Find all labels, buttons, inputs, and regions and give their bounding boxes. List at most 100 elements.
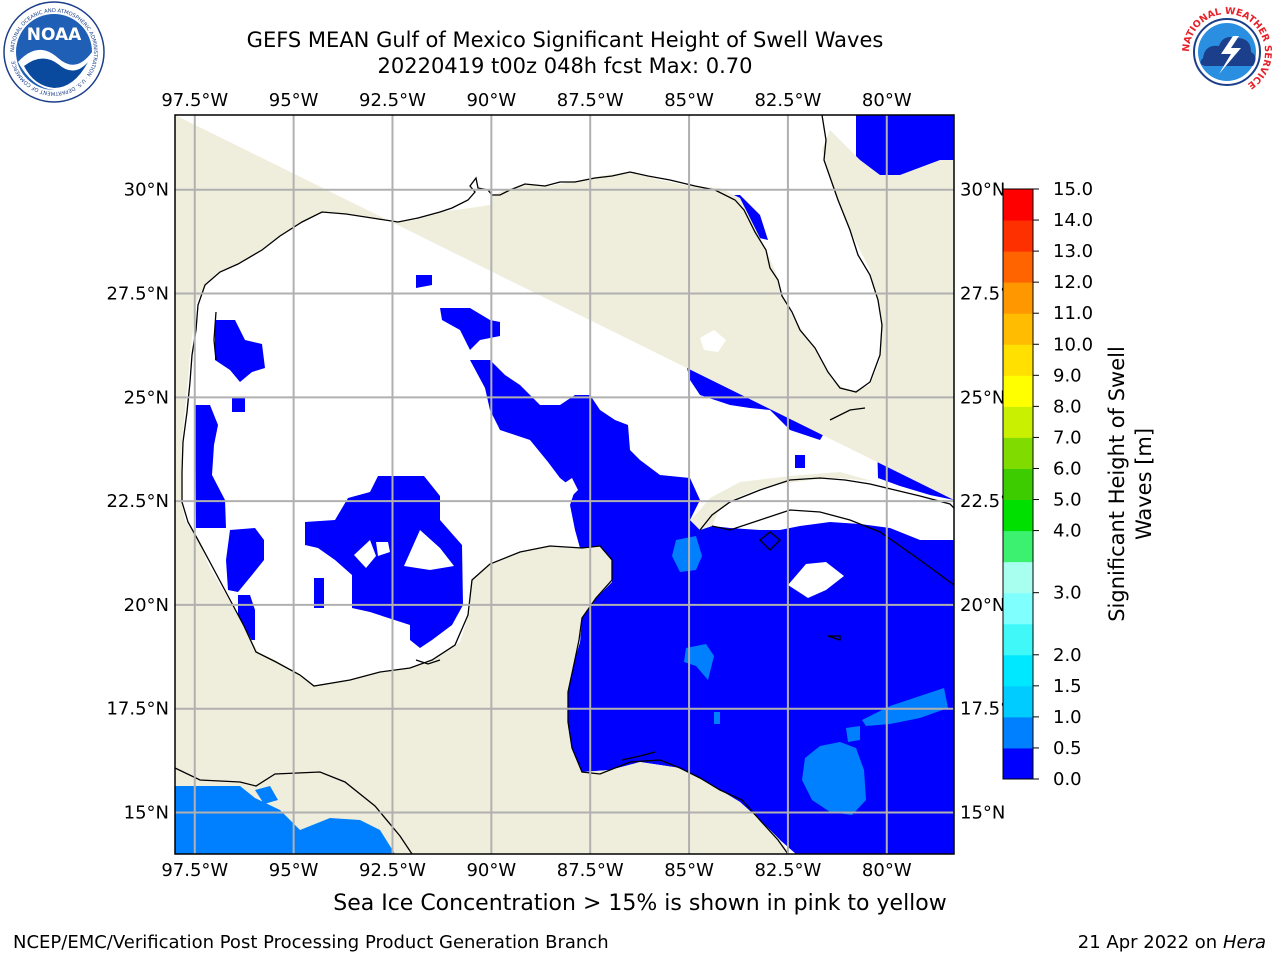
map-frame: [174, 114, 955, 855]
coastline-cayman: [827, 635, 841, 641]
swell-patch-caribbean-south: [802, 742, 866, 815]
colorbar-tick-label: 0.5: [1053, 738, 1082, 759]
colorbar-segment: [1003, 468, 1033, 501]
colorbar-segment: [1003, 437, 1033, 469]
colorbar-tick-label: 1.5: [1053, 676, 1082, 697]
lat-label-right: 25°N: [960, 387, 1005, 408]
colorbar-frame: [1002, 188, 1034, 780]
coastline-pacific: [175, 767, 413, 854]
colorbar-segment: [1003, 344, 1033, 376]
lon-label-top: 80°W: [862, 90, 912, 111]
footer-date: 21 Apr 2022 on Hera: [1078, 932, 1266, 953]
swell-patch-louisiana-small: [416, 275, 432, 288]
colorbar-tick-label: 2.0: [1053, 645, 1082, 666]
swell-patch-texas-shelf: [215, 320, 265, 382]
colorbar-tick-label: 8.0: [1053, 396, 1082, 417]
lat-label-right: 20°N: [960, 595, 1005, 616]
lat-label-left: 27.5°N: [106, 284, 169, 305]
graticule: [175, 115, 954, 854]
lon-label-bottom: 90°W: [466, 860, 516, 881]
lat-label-left: 22.5°N: [106, 491, 169, 512]
hole-yucatan: [560, 478, 578, 498]
colorbar-label-line2: Waves [m]: [1132, 428, 1156, 540]
colorbar-tick-label: 15.0: [1053, 179, 1093, 200]
colorbar-segment: [1003, 499, 1033, 532]
colorbar-segment: [1003, 685, 1033, 718]
swell-patch-pacific-mid: [175, 786, 395, 854]
lat-label-left: 17.5°N: [106, 699, 169, 720]
lon-label-bottom: 85°W: [664, 860, 714, 881]
lon-label-top: 92.5°W: [359, 90, 426, 111]
noaa-logo-icon: NOAA NATIONAL OCEANIC AND ATMOSPHERIC AD…: [3, 1, 105, 103]
swell-field-0.5-1.0m: [175, 536, 948, 854]
colorbar-label-line1: Significant Height of Swell: [1105, 346, 1129, 622]
colorbar-segment: [1003, 623, 1033, 656]
lon-label-bottom: 97.5°W: [161, 860, 228, 881]
colorbar-label: Significant Height of Swell Waves [m]: [1105, 346, 1156, 622]
sea-ice-note: Sea Ice Concentration > 15% is shown in …: [333, 891, 947, 916]
hole-small: [376, 542, 390, 556]
lon-label-top: 85°W: [664, 90, 714, 111]
chart-title: GEFS MEAN Gulf of Mexico Significant Hei…: [246, 28, 884, 52]
colorbar-segment: [1003, 406, 1033, 438]
footer-branch: NCEP/EMC/Verification Post Processing Pr…: [13, 932, 609, 953]
lon-label-bottom: 82.5°W: [754, 860, 821, 881]
lon-label-bottom: 92.5°W: [359, 860, 426, 881]
lon-label-bottom: 95°W: [269, 860, 319, 881]
colorbar-segment: [1003, 375, 1033, 407]
colorbar-segment: [1003, 747, 1033, 780]
colorbar-tick-label: 5.0: [1053, 490, 1082, 511]
noaa-logo-text: NOAA: [27, 25, 82, 45]
footer-host: Hera: [1222, 932, 1266, 953]
swell-patch-small-2: [714, 712, 720, 724]
colorbar-tick-label: 13.0: [1053, 241, 1093, 262]
hole-campeche: [404, 530, 454, 570]
chart-subtitle: 20220419 t00z 048h fcst Max: 0.70: [377, 54, 753, 78]
colorbar-tick-label: 0.0: [1053, 769, 1082, 790]
hole-campeche-west: [354, 540, 376, 568]
lon-label-bottom: 87.5°W: [557, 860, 624, 881]
swell-patch-central-gulf-north: [440, 308, 500, 350]
coastline-padre-island: [213, 311, 217, 361]
colorbar-tick-label: 14.0: [1053, 210, 1093, 231]
coastline-honduras-islands: [621, 751, 656, 761]
colorbar-segment: [1003, 313, 1033, 345]
swell-patch-florida-straits: [795, 455, 805, 468]
footer-date-text: 21 Apr 2022 on: [1077, 932, 1223, 953]
colorbar-segment: [1003, 592, 1033, 625]
colorbar-segment: [1003, 220, 1033, 252]
coastline-isla-juventud: [759, 531, 781, 551]
colorbar-tick-label: 7.0: [1053, 427, 1082, 448]
coastline-cuba-south: [711, 509, 954, 586]
swell-patch-veracruz: [226, 528, 264, 592]
nws-logo-icon: NATIONAL WEATHER SERVICE: [1177, 2, 1277, 102]
lat-label-left: 30°N: [124, 180, 169, 201]
swell-patch-texas-small: [232, 398, 245, 412]
colorbar-segment: [1003, 530, 1033, 563]
swell-patch-tamaulipas-coast: [195, 405, 226, 528]
colorbar-segment: [1003, 716, 1033, 749]
colorbar: 0.0 0.5 1.0 1.5 2.0 3.0 4.0 5.0 6.0 7.0 8.0 9.0 10.0…: [1002, 179, 1156, 790]
lon-label-top: 82.5°W: [754, 90, 821, 111]
swell-patch-yucatan-channel: [672, 536, 702, 572]
colorbar-segment: [1003, 251, 1033, 283]
lon-label-top: 90°W: [466, 90, 516, 111]
colorbar-tick-label: 9.0: [1053, 365, 1082, 386]
colorbar-segment: [1003, 282, 1033, 314]
swell-patch-pacific-small: [255, 786, 278, 804]
lon-label-top: 97.5°W: [161, 90, 228, 111]
lat-label-right: 15°N: [960, 802, 1005, 823]
lat-label-right: 30°N: [960, 180, 1005, 201]
colorbar-tick-label: 6.0: [1053, 458, 1082, 479]
colorbar-segment: [1003, 654, 1033, 687]
lat-label-left: 20°N: [124, 595, 169, 616]
map-axis-labels: 97.5°W 97.5°W 95°W 95°W 92.5°W 92.5°W 90°W 90°W…: [106, 90, 1022, 881]
no-swell-holes: [354, 330, 844, 598]
colorbar-tick-label: 1.0: [1053, 707, 1082, 728]
colorbar-tick-label: 11.0: [1053, 303, 1093, 324]
swell-patch-cayman: [684, 644, 714, 680]
coastline-keys: [829, 407, 866, 421]
colorbar-tick-label: 12.0: [1053, 272, 1093, 293]
coastline-cuba-north: [699, 477, 954, 531]
lon-label-bottom: 80°W: [862, 860, 912, 881]
